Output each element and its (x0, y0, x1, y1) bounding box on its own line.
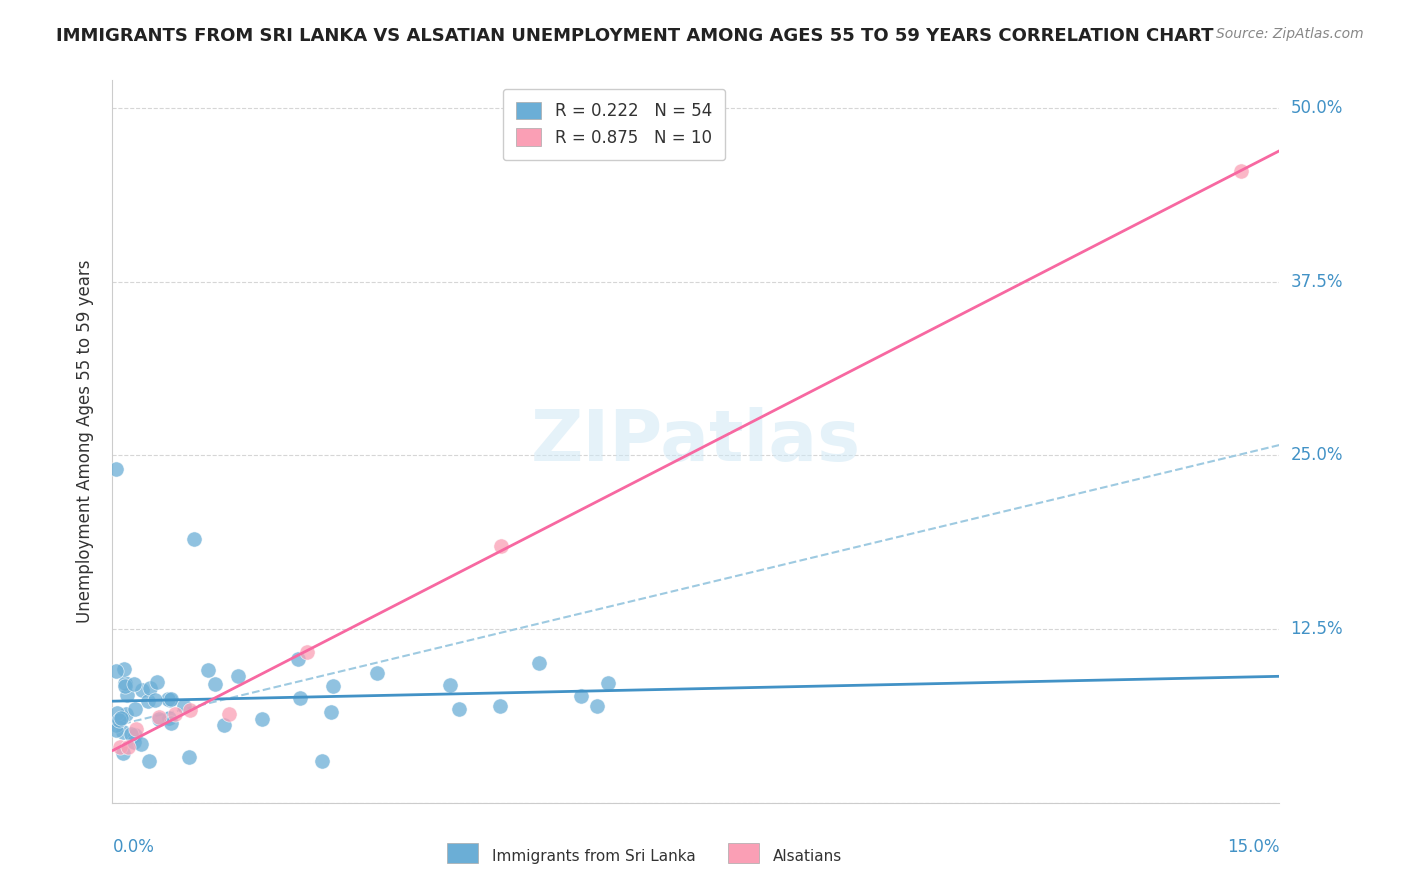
Text: IMMIGRANTS FROM SRI LANKA VS ALSATIAN UNEMPLOYMENT AMONG AGES 55 TO 59 YEARS COR: IMMIGRANTS FROM SRI LANKA VS ALSATIAN UN… (56, 27, 1213, 45)
Point (596, 676, 619, 690)
Point (138, 754, 160, 768)
Point (112, 662, 135, 676)
Text: 25.0%: 25.0% (1291, 446, 1343, 465)
Point (159, 693, 181, 707)
Point (114, 676, 136, 690)
Point (159, 692, 181, 706)
Point (288, 690, 311, 705)
Point (212, 718, 235, 732)
Y-axis label: Unemployment Among Ages 55 to 59 years: Unemployment Among Ages 55 to 59 years (76, 260, 94, 624)
Point (124, 728, 146, 742)
Point (139, 681, 162, 695)
Point (586, 699, 609, 714)
Point (146, 675, 169, 690)
Point (157, 692, 180, 706)
Text: 15.0%: 15.0% (1227, 838, 1279, 855)
Point (183, 532, 205, 546)
Point (197, 663, 219, 677)
Point (112, 746, 135, 760)
Point (117, 688, 139, 702)
Text: ZIPatlas: ZIPatlas (531, 407, 860, 476)
Point (449, 701, 471, 715)
Text: Alsatians: Alsatians (773, 849, 842, 863)
Point (111, 710, 134, 724)
Point (218, 707, 240, 722)
Point (287, 652, 309, 666)
Point (295, 645, 318, 659)
Point (117, 740, 139, 755)
Point (204, 677, 226, 691)
Point (115, 706, 138, 721)
Point (491, 539, 513, 553)
Text: Source: ZipAtlas.com: Source: ZipAtlas.com (1216, 27, 1364, 41)
Point (569, 690, 592, 704)
Point (105, 723, 128, 738)
Point (148, 712, 170, 726)
Point (112, 725, 135, 739)
Point (226, 669, 249, 683)
Point (157, 711, 180, 725)
Point (179, 703, 201, 717)
Point (129, 737, 152, 751)
Point (125, 722, 148, 736)
Point (110, 740, 132, 755)
Point (173, 699, 195, 714)
Point (160, 715, 183, 730)
Point (250, 712, 273, 726)
Point (110, 711, 132, 725)
Point (163, 706, 186, 721)
Point (311, 754, 333, 768)
Point (122, 735, 145, 749)
Point (319, 705, 342, 719)
Point (148, 710, 170, 724)
Point (122, 677, 145, 691)
Point (143, 693, 166, 707)
Point (105, 718, 128, 732)
Text: 37.5%: 37.5% (1291, 273, 1343, 291)
Point (114, 679, 136, 693)
Point (1229, 163, 1251, 178)
Point (105, 462, 128, 476)
Point (131, 683, 153, 698)
Text: 0.0%: 0.0% (112, 838, 155, 855)
Text: 12.5%: 12.5% (1291, 620, 1343, 638)
Point (439, 678, 461, 692)
Point (489, 698, 512, 713)
Point (529, 656, 551, 670)
Point (124, 702, 146, 716)
Point (120, 727, 142, 741)
Point (366, 665, 388, 680)
Text: Immigrants from Sri Lanka: Immigrants from Sri Lanka (492, 849, 696, 863)
Legend: R = 0.222   N = 54, R = 0.875   N = 10: R = 0.222 N = 54, R = 0.875 N = 10 (503, 88, 725, 160)
Point (105, 664, 128, 678)
Point (322, 680, 344, 694)
Point (105, 706, 128, 721)
Point (108, 714, 131, 728)
Text: 50.0%: 50.0% (1291, 99, 1343, 117)
Point (136, 694, 159, 708)
Point (179, 750, 201, 764)
